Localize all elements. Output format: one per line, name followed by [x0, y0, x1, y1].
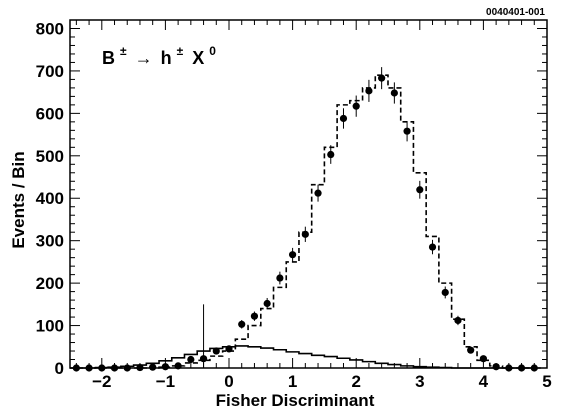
x-tick-label: −2	[92, 372, 111, 391]
annotation-particle-sup: 0	[209, 44, 216, 58]
data-point	[238, 320, 246, 328]
data-point	[276, 274, 284, 282]
annotation-arrow: →	[135, 48, 153, 68]
data-point	[339, 114, 348, 123]
y-axis-title: Events / Bin	[9, 151, 28, 248]
x-tick-label: 4	[479, 372, 489, 391]
data-point	[390, 89, 398, 97]
x-tick-label: 2	[351, 372, 360, 391]
data-point	[263, 299, 271, 308]
annotation-text: B ± → h ± X 0	[102, 39, 216, 68]
data-point	[352, 102, 360, 110]
plot-area	[70, 67, 541, 372]
y-tick-label: 700	[36, 62, 64, 81]
x-tick-label: −1	[156, 372, 175, 391]
signal-histogram	[70, 74, 541, 369]
annotation-product: h	[161, 48, 172, 68]
data-point	[327, 150, 335, 159]
axes: −2 −1 0 1 2 3 4 5 0 100 200 300 400 500 600 700 800	[36, 19, 552, 391]
y-tick-label: 600	[36, 104, 64, 123]
x-tick-label: 1	[288, 372, 297, 391]
data-point	[314, 189, 322, 197]
x-tick-label: 0	[224, 372, 233, 391]
data-point	[187, 355, 195, 364]
data-point	[467, 346, 475, 354]
data-point	[199, 355, 208, 363]
annotation-particle: X	[192, 48, 204, 68]
y-tick-label: 500	[36, 147, 64, 166]
data-point	[428, 243, 437, 251]
y-tick-label: 300	[36, 232, 64, 251]
data-point	[416, 186, 424, 194]
plot-frame	[69, 19, 548, 369]
figure-id: 0040401-001	[486, 7, 545, 18]
data-point	[365, 87, 373, 95]
data-point	[403, 127, 411, 135]
annotation-base-sup: ±	[120, 44, 127, 58]
y-tick-label: 400	[36, 189, 64, 208]
x-tick-label: 5	[542, 372, 551, 391]
data-point	[289, 251, 297, 259]
y-tick-label: 200	[36, 274, 64, 293]
y-tick-label: 800	[36, 19, 64, 38]
data-point	[378, 74, 386, 82]
data-point	[250, 312, 259, 320]
data-point	[441, 288, 449, 297]
data-point	[454, 316, 462, 325]
background-histogram	[70, 345, 541, 369]
annotation-product-sup: ±	[177, 44, 184, 58]
y-tick-label: 0	[55, 359, 64, 378]
annotation-base: B	[102, 48, 115, 68]
decay-annotation: B ± → h ± X 0	[102, 39, 216, 68]
x-tick-label: 3	[415, 372, 424, 391]
y-tick-label: 100	[36, 317, 64, 336]
x-axis-title: Fisher Discriminant	[216, 391, 375, 410]
